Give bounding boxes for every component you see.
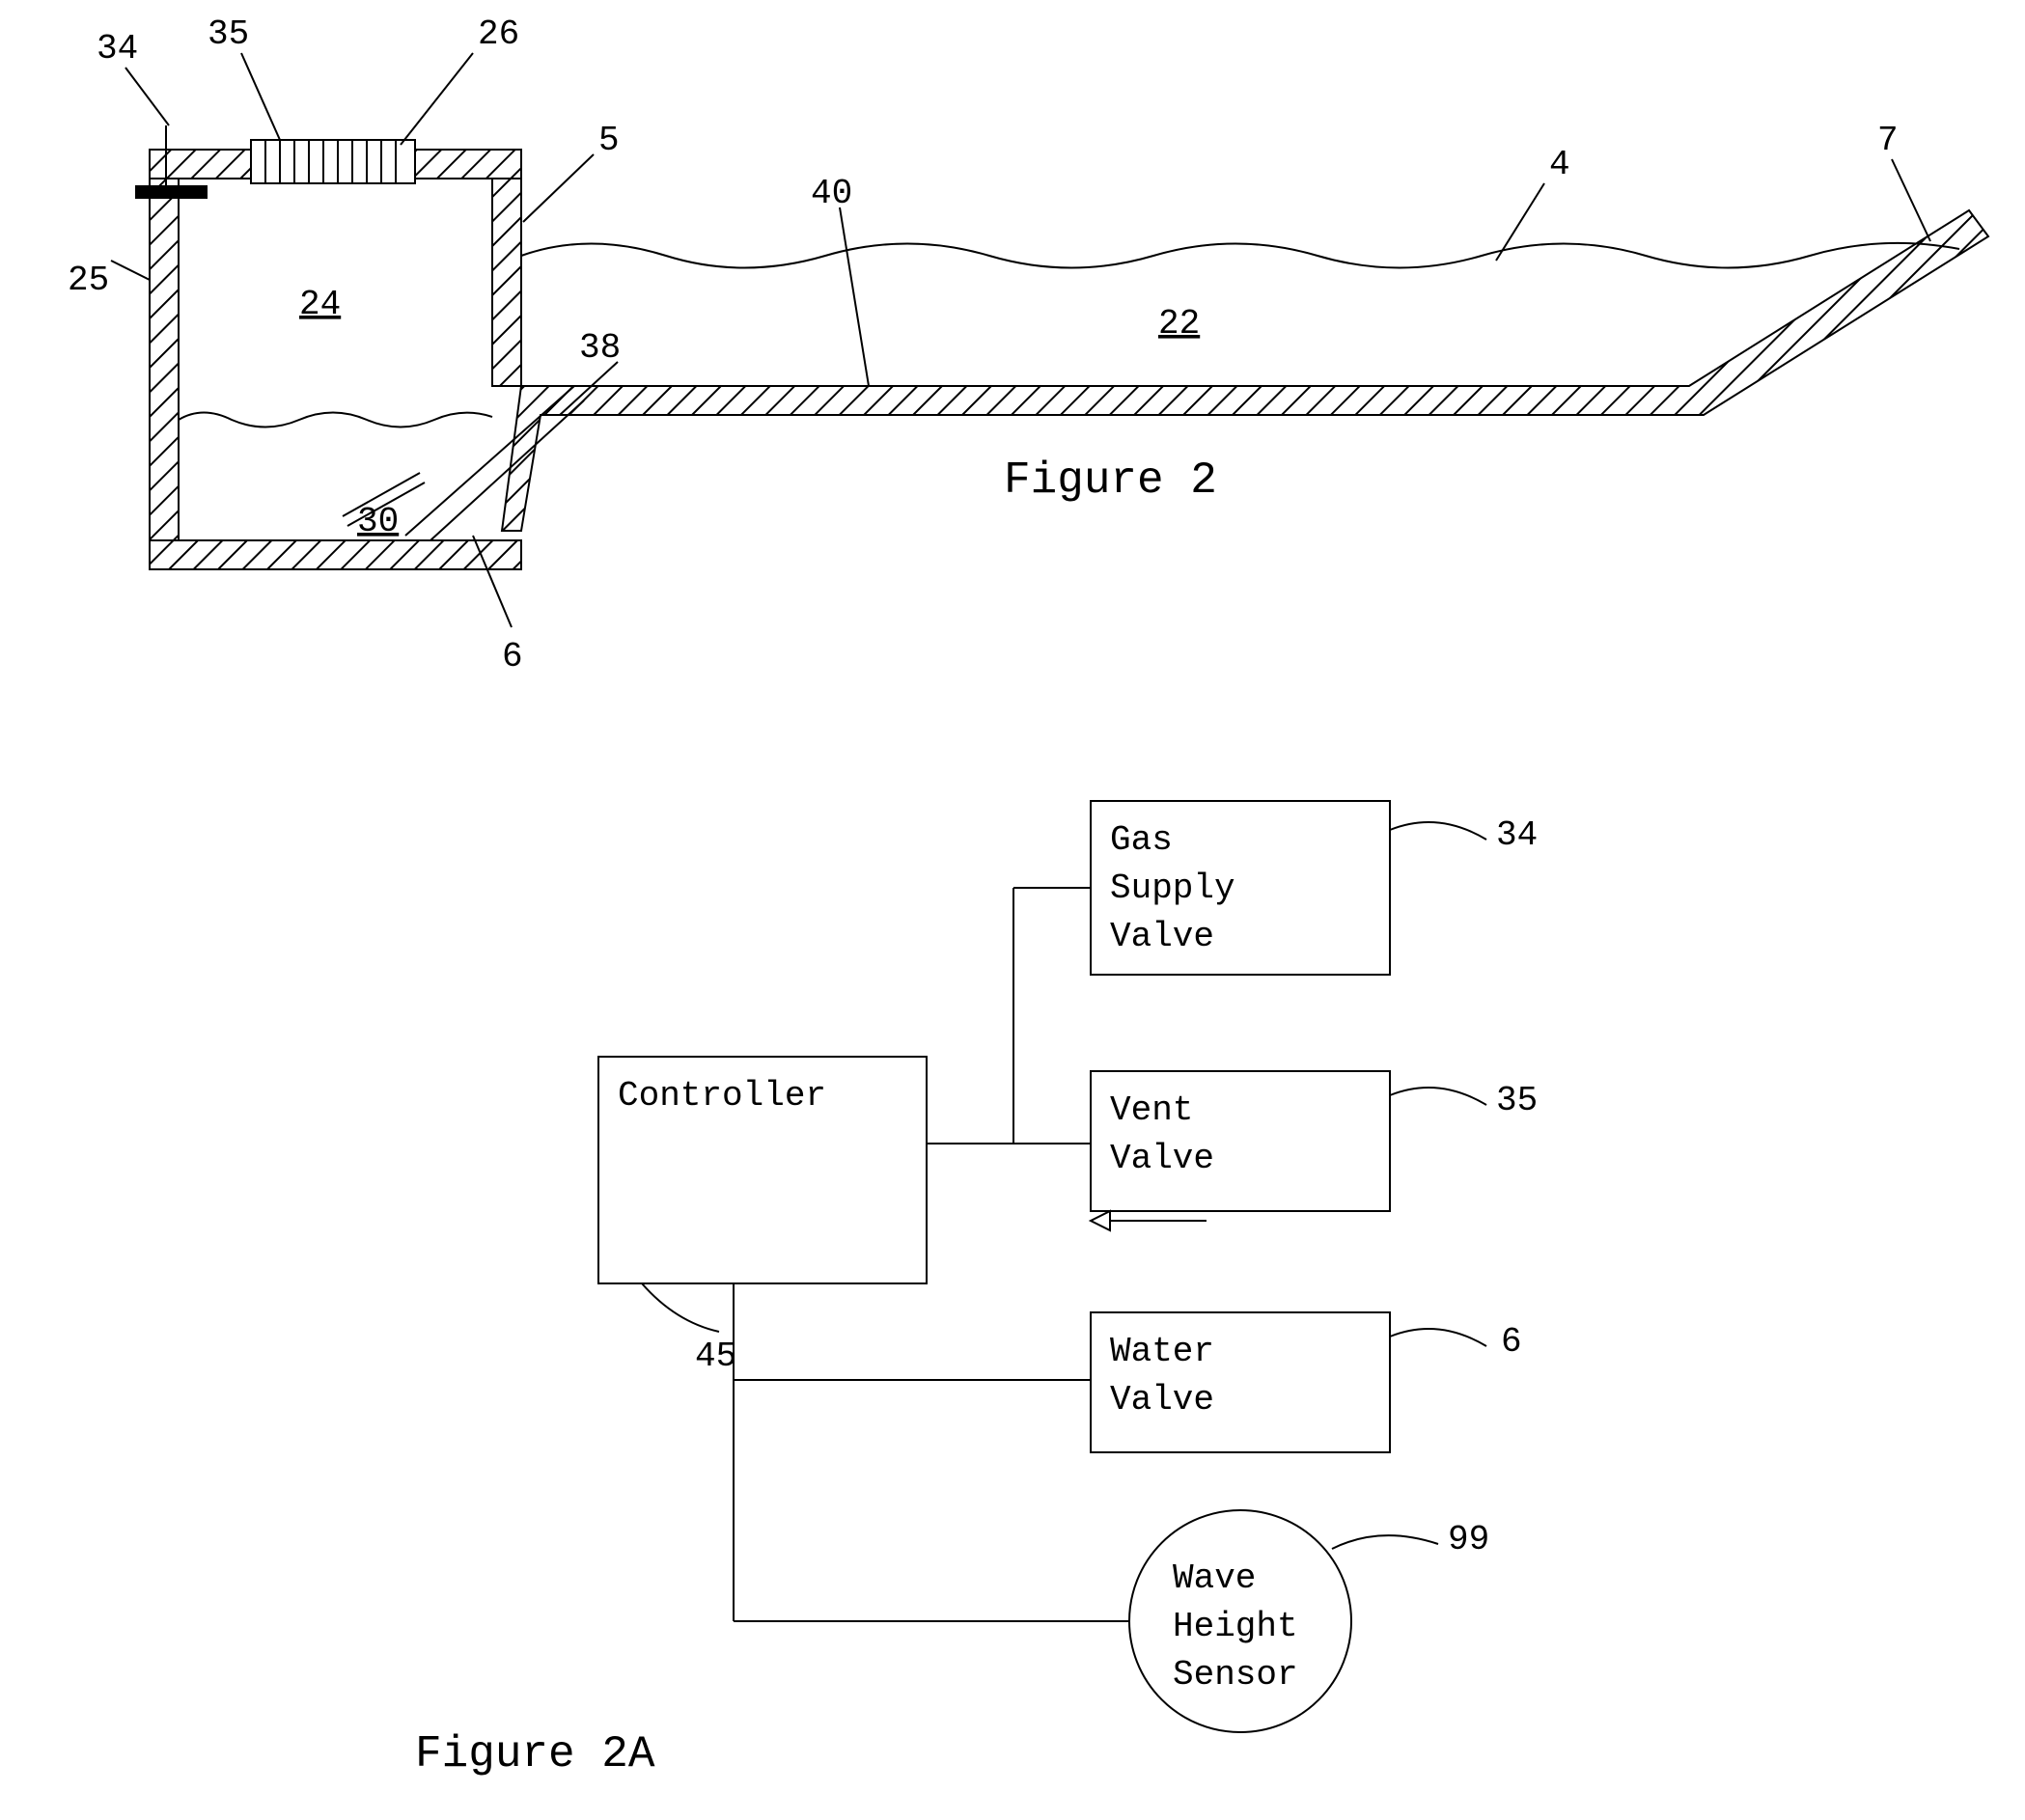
wave-line1: Wave [1173, 1558, 1256, 1598]
controller-text: Controller [618, 1076, 826, 1116]
figure-2: 34 35 26 5 40 4 7 25 24 38 22 30 6 Fi [68, 14, 1988, 676]
figure-2a: Controller Gas Supply Valve Vent Valve W… [415, 801, 1538, 1779]
label-22: 22 [1158, 304, 1200, 344]
water-valve-plate [405, 386, 574, 536]
label-35: 35 [208, 14, 249, 54]
label-40: 40 [811, 174, 852, 213]
label-2a-35: 35 [1496, 1081, 1538, 1120]
label-26: 26 [478, 14, 519, 54]
label-30: 30 [357, 502, 399, 541]
gas-line3: Valve [1110, 917, 1214, 956]
label-2a-45: 45 [695, 1337, 736, 1376]
patent-figure-canvas: 34 35 26 5 40 4 7 25 24 38 22 30 6 Fi [0, 0, 2025, 1820]
water-line1: Water [1110, 1332, 1214, 1371]
pool-floor [502, 210, 1988, 531]
gas-line2: Supply [1110, 869, 1235, 908]
wave-line3: Sensor [1173, 1655, 1298, 1695]
figure-2a-caption: Figure 2A [415, 1729, 655, 1779]
tank-top-left [150, 150, 251, 179]
tank-top-right [415, 150, 521, 179]
label-7: 7 [1877, 121, 1899, 160]
label-5: 5 [598, 121, 620, 160]
water-line2: Valve [1110, 1380, 1214, 1420]
label-4: 4 [1549, 145, 1570, 184]
tank-right-wall [492, 150, 521, 386]
tank-left-wall [150, 150, 179, 569]
figure-2-caption: Figure 2 [1004, 455, 1217, 506]
vent-triangle-icon [1091, 1211, 1110, 1230]
tank-bottom [150, 540, 521, 569]
label-2a-6: 6 [1501, 1322, 1522, 1362]
label-25: 25 [68, 261, 109, 300]
label-34: 34 [97, 29, 138, 69]
label-6: 6 [502, 637, 523, 676]
vent-line1: Vent [1110, 1090, 1193, 1130]
tank-water-surface [179, 413, 492, 427]
gas-line1: Gas [1110, 820, 1173, 860]
vent-line2: Valve [1110, 1139, 1214, 1178]
label-38: 38 [579, 328, 621, 368]
label-2a-99: 99 [1448, 1520, 1489, 1559]
wave-line2: Height [1173, 1607, 1298, 1646]
pool-water-surface [521, 243, 1959, 268]
vent-grate [251, 140, 415, 183]
label-24: 24 [299, 285, 341, 324]
label-2a-34: 34 [1496, 815, 1538, 855]
